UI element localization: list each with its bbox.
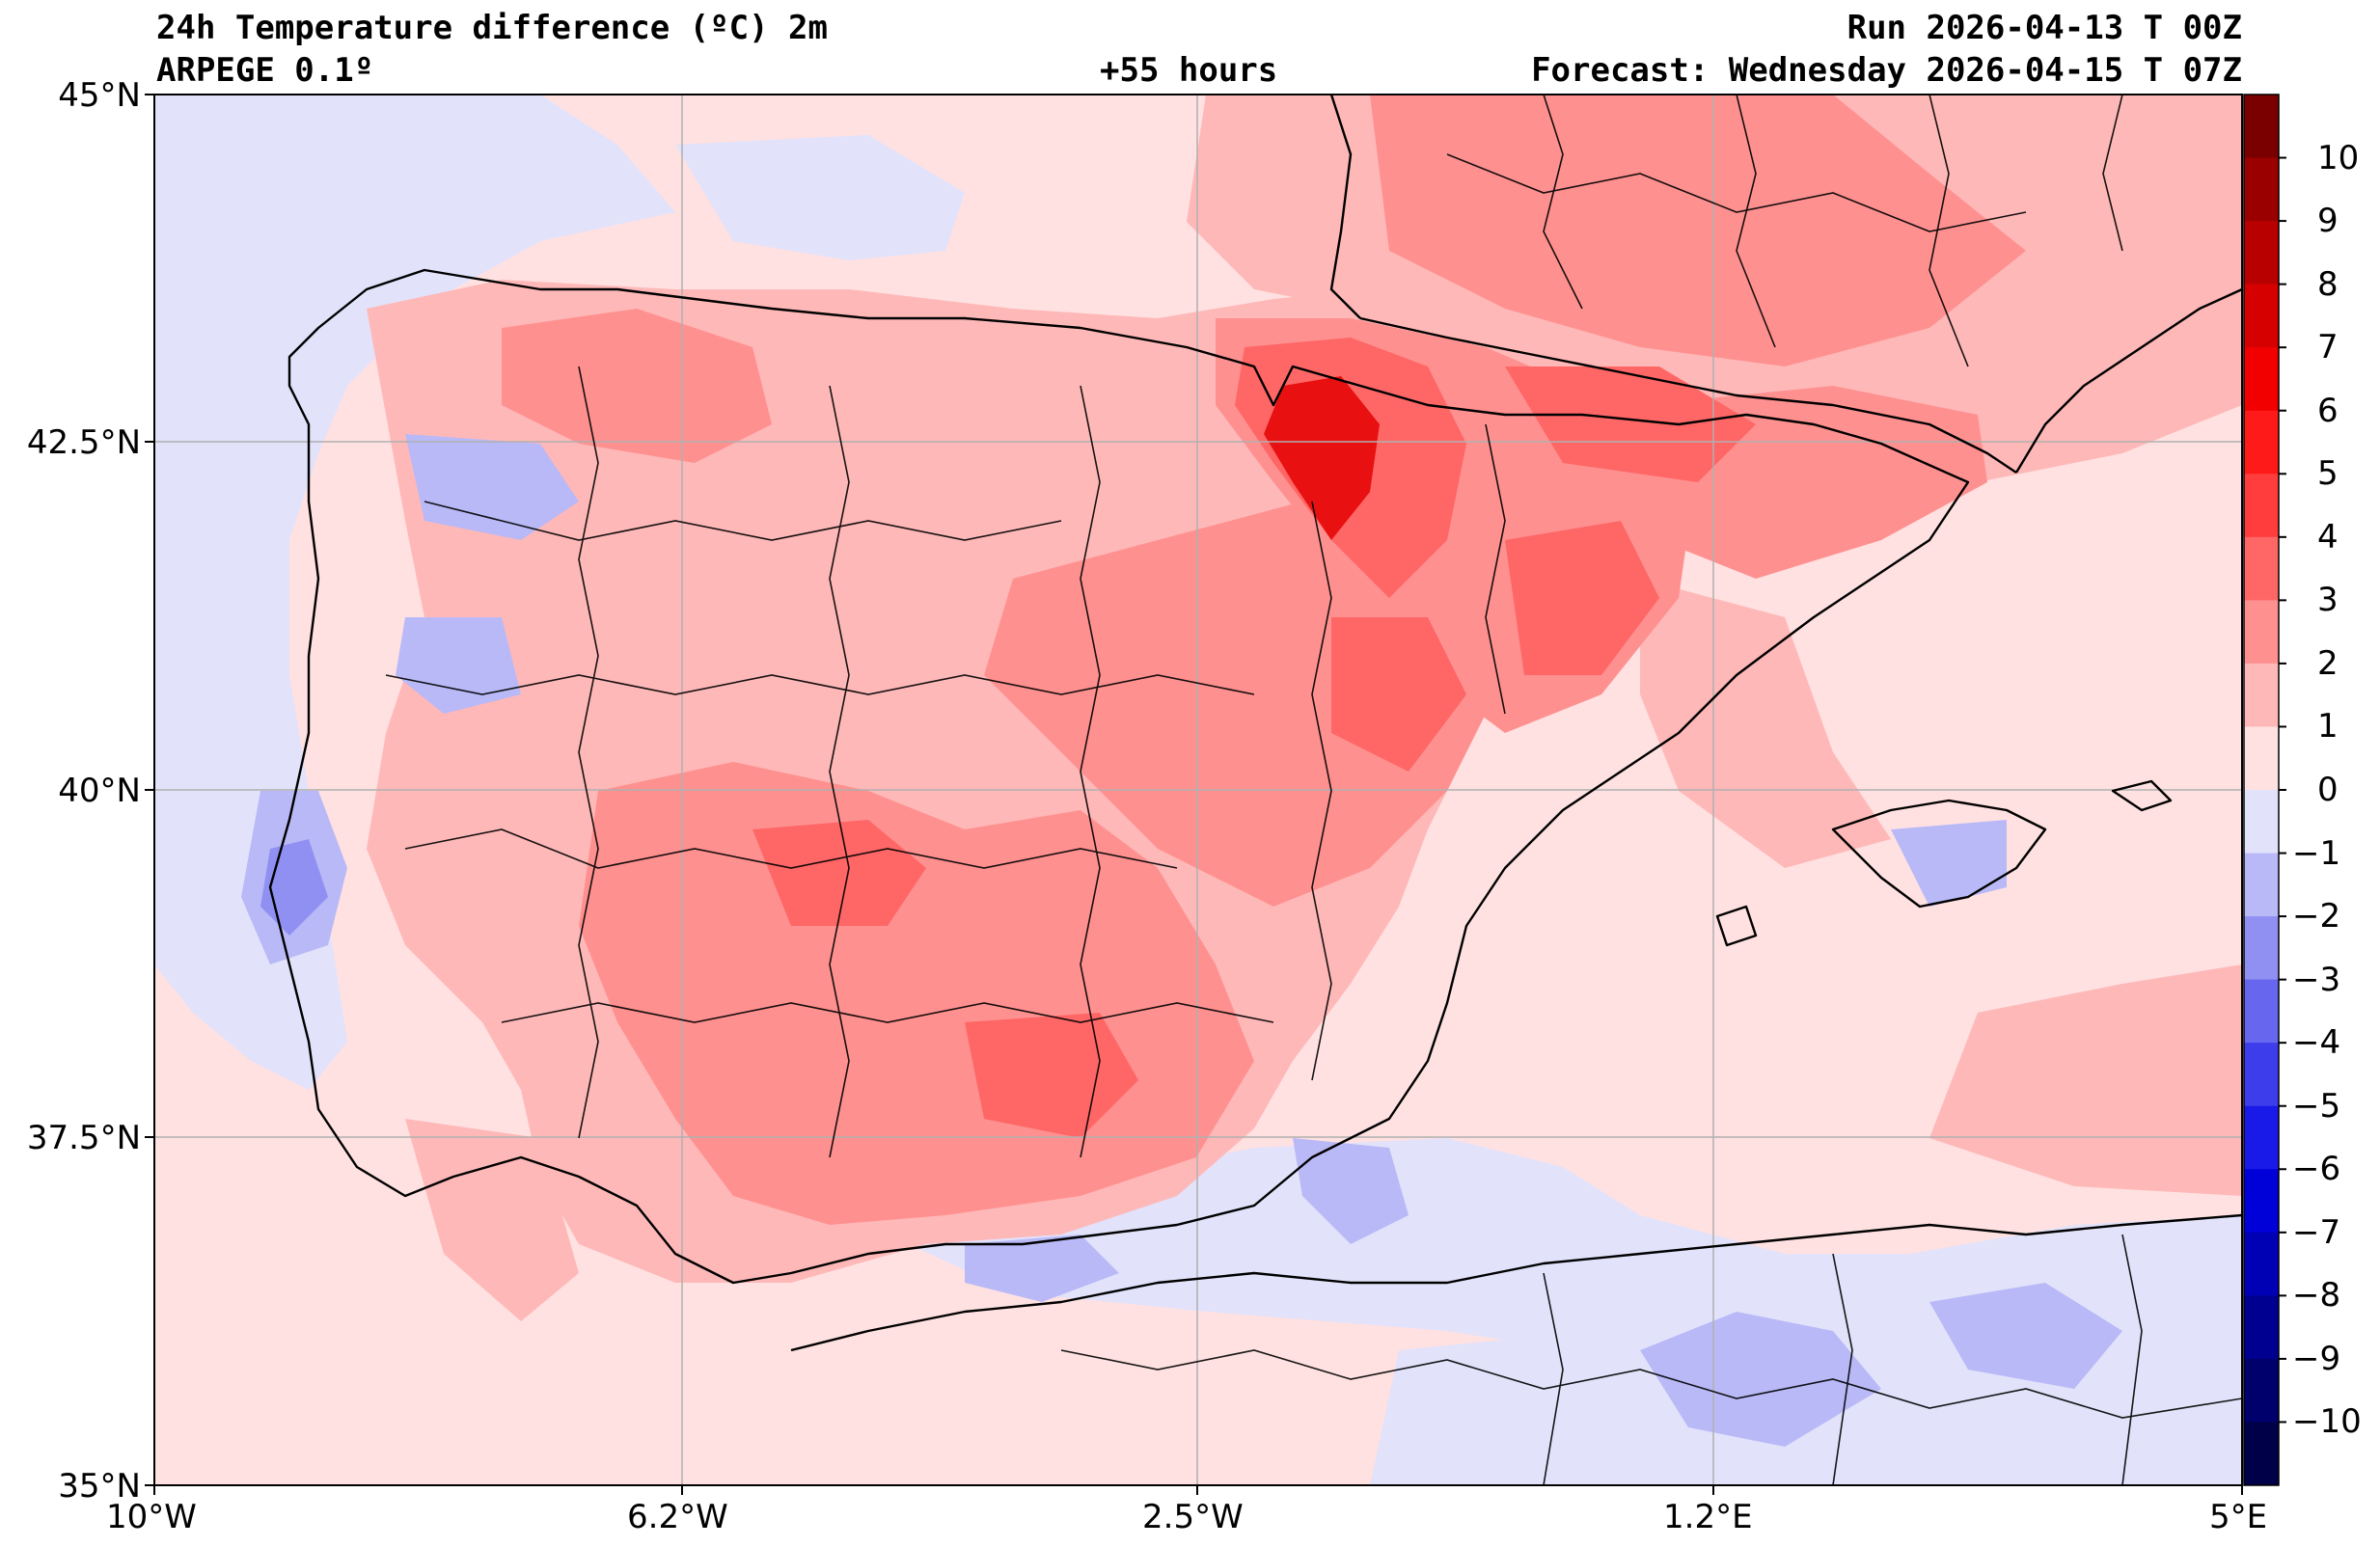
colorbar-label: −5 (2292, 1086, 2341, 1126)
colorbar-swatch (2244, 157, 2279, 222)
colorbar-label: −1 (2292, 833, 2341, 873)
colorbar-swatch (2244, 663, 2279, 727)
balearic-warm-1 (1640, 579, 1891, 868)
colorbar-label: −10 (2292, 1402, 2362, 1442)
colorbar-label: −6 (2292, 1150, 2341, 1189)
colorbar-label: 3 (2317, 581, 2339, 620)
run-time: Run 2026-04-13 T 00Z (1847, 9, 2242, 47)
valencia-warm-3 (1505, 521, 1659, 675)
colorbar-swatch (2244, 284, 2279, 348)
colorbar-swatch (2244, 916, 2279, 981)
colorbar (2243, 94, 2286, 1486)
colorbar-label: 8 (2317, 264, 2339, 304)
lon-label-5e: 5°E (2209, 1498, 2268, 1536)
colorbar-label: 4 (2317, 517, 2339, 556)
catalonia-warm-3 (1505, 366, 1756, 482)
colorbar-swatch (2244, 1043, 2279, 1107)
colorbar-swatch (2244, 221, 2279, 285)
colorbar-swatch (2244, 1422, 2279, 1486)
lat-label-37-5: 37.5°N (26, 1119, 141, 1157)
chart-title: 24h Temperature difference (ºC) 2m (156, 9, 828, 47)
colorbar-swatch (2244, 853, 2279, 917)
colorbar-label: 5 (2317, 454, 2339, 494)
colorbar-label: −2 (2292, 897, 2341, 936)
tick-marks (145, 94, 2243, 1495)
colorbar-label: 0 (2317, 771, 2339, 809)
lat-label-45: 45°N (58, 76, 141, 115)
east-sea-warm-1 (1929, 964, 2242, 1196)
north-africa-cool3 (1929, 1283, 2122, 1389)
admin-borders (385, 95, 2242, 1485)
west-cool (396, 617, 521, 714)
colorbar-swatch (2244, 600, 2279, 665)
lat-label-35: 35°N (58, 1467, 141, 1506)
gibraltar-cool (965, 1235, 1119, 1302)
bay-of-biscay-cool-patch (675, 135, 965, 260)
colorbar-label: −7 (2292, 1212, 2341, 1252)
alboran-warm-1 (405, 1119, 579, 1321)
colorbar-swatch (2244, 347, 2279, 412)
map-panel (154, 95, 2242, 1485)
model-label: ARPEGE 0.1º (156, 51, 374, 90)
lon-label-2-5w: 2.5°W (1142, 1498, 1244, 1536)
colorbar-swatch (2244, 790, 2279, 855)
colorbar-swatch (2244, 1358, 2279, 1423)
colorbar-label: 2 (2317, 643, 2339, 683)
colorbar-label: −4 (2292, 1023, 2341, 1063)
colorbar-swatch (2244, 1295, 2279, 1360)
lead-time: +55 hours (1100, 51, 1278, 90)
mallorca-cool (1891, 820, 2007, 907)
lat-label-42-5: 42.5°N (26, 423, 141, 462)
colorbar-label: −9 (2292, 1339, 2341, 1378)
almeria-cool (1293, 1138, 1409, 1244)
colorbar-label: −3 (2292, 960, 2341, 999)
forecast-time: Forecast: Wednesday 2026-04-15 T 07Z (1531, 51, 2242, 90)
colorbar-swatch (2244, 1105, 2279, 1170)
galicia-cool (405, 434, 579, 540)
lat-label-40: 40°N (58, 772, 141, 810)
france-warm-2 (1370, 95, 2026, 366)
colorbar-swatch (2244, 1169, 2279, 1234)
south-warm-3 (752, 820, 926, 926)
colorbar-label: 9 (2317, 202, 2339, 241)
colorbar-swatch (2244, 536, 2279, 601)
colorbar-label: −8 (2292, 1276, 2341, 1316)
north-africa-cool2 (1640, 1312, 1881, 1447)
colorbar-swatch (2244, 95, 2279, 159)
colorbar-label: 10 (2317, 138, 2360, 177)
coastlines (268, 95, 2242, 1352)
colorbar-swatch (2244, 410, 2279, 475)
west-warm-2 (502, 309, 772, 463)
andalusia-warm-3 (965, 1013, 1138, 1138)
colorbar-label: 1 (2317, 707, 2339, 746)
central-warm-3 (1331, 617, 1466, 772)
colorbar-swatch (2244, 979, 2279, 1044)
lon-label-6-2w: 6.2°W (627, 1498, 728, 1536)
colorbar-swatch (2244, 474, 2279, 538)
ebro-warm-core (1264, 376, 1380, 540)
colorbar-label: 7 (2317, 328, 2339, 367)
colorbar-swatch (2244, 1232, 2279, 1296)
lon-label-10w: 10°W (106, 1498, 197, 1536)
colorbar-label: 6 (2317, 391, 2339, 430)
colorbar-swatch (2244, 726, 2279, 791)
lon-label-1-2e: 1.2°E (1663, 1498, 1753, 1536)
graticule (154, 95, 2242, 1485)
